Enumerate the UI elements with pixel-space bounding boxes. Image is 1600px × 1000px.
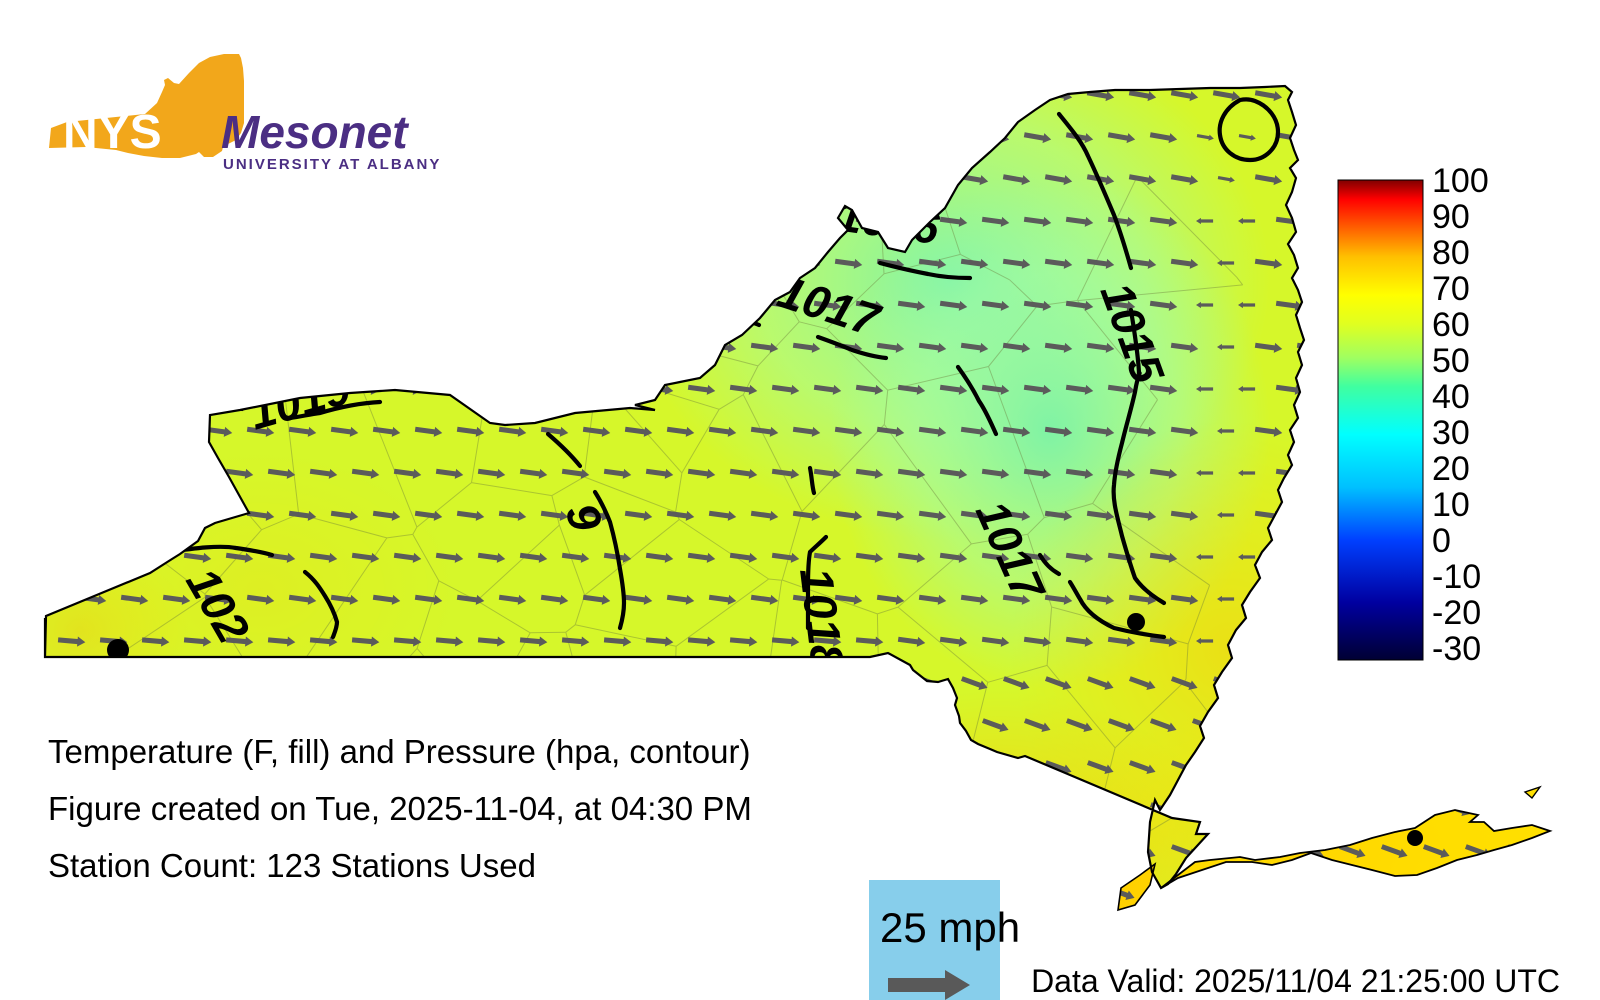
- svg-text:-30: -30: [1432, 630, 1481, 668]
- svg-text:70: 70: [1432, 270, 1470, 308]
- svg-text:20: 20: [1432, 450, 1470, 488]
- svg-text:0: 0: [1432, 522, 1451, 560]
- svg-text:-10: -10: [1432, 558, 1481, 596]
- svg-text:80: 80: [1432, 234, 1470, 272]
- svg-text:10: 10: [1432, 486, 1470, 524]
- svg-text:90: 90: [1432, 198, 1470, 236]
- svg-text:60: 60: [1432, 306, 1470, 344]
- svg-text:Station Count: 123 Stations Us: Station Count: 123 Stations Used: [48, 847, 536, 884]
- svg-text:25 mph: 25 mph: [880, 904, 1020, 951]
- svg-text:NYS: NYS: [63, 106, 162, 159]
- svg-text:30: 30: [1432, 414, 1470, 452]
- svg-text:40: 40: [1432, 378, 1470, 416]
- svg-text:Figure created on Tue, 2025-11: Figure created on Tue, 2025-11-04, at 04…: [48, 790, 752, 827]
- svg-text:100: 100: [1432, 162, 1489, 200]
- svg-text:Data Valid: 2025/11/04 21:25:0: Data Valid: 2025/11/04 21:25:00 UTC: [1031, 963, 1560, 999]
- svg-text:Mesonet: Mesonet: [221, 106, 409, 158]
- svg-text:UNIVERSITY AT ALBANY: UNIVERSITY AT ALBANY: [223, 156, 441, 173]
- svg-text:50: 50: [1432, 342, 1470, 380]
- svg-text:Temperature (F, fill) and Pres: Temperature (F, fill) and Pressure (hpa,…: [48, 733, 750, 770]
- svg-text:-20: -20: [1432, 594, 1481, 632]
